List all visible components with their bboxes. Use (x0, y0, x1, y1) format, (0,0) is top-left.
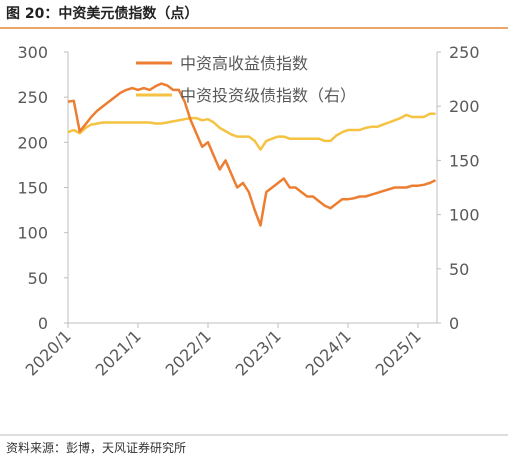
y-tick-label: 50 (28, 269, 48, 288)
series-line (67, 82, 437, 227)
x-tick-label: 2021/1 (92, 326, 145, 379)
y2-tick-label: 0 (449, 314, 459, 333)
y2-tick-label: 150 (449, 151, 480, 170)
y2-tick-label: 100 (449, 206, 480, 225)
y-tick-label: 200 (17, 133, 48, 152)
x-tick-label: 2020/1 (22, 326, 75, 379)
source: 资料来源：彭博，天风证券研究所 (6, 440, 186, 455)
y-tick-label: 150 (17, 179, 48, 198)
y-tick-label: 0 (38, 314, 48, 333)
y-tick-label: 100 (17, 224, 48, 243)
y-tick-label: 250 (17, 88, 48, 107)
x-tick-label: 2022/1 (162, 326, 215, 379)
x-tick-label: 2025/1 (372, 326, 425, 379)
legend-label: 中资投资级债指数（右） (180, 86, 356, 105)
legend-label: 中资高收益债指数 (180, 54, 308, 73)
y2-tick-label: 200 (449, 97, 480, 116)
chart-title: 图 20：中资美元债指数（点） (6, 5, 198, 22)
x-tick-label: 2024/1 (302, 326, 355, 379)
y-tick-label: 300 (17, 43, 48, 62)
series-line (67, 112, 436, 151)
x-tick-label: 2023/1 (232, 326, 285, 379)
y2-tick-label: 250 (449, 43, 480, 62)
y2-tick-label: 50 (449, 260, 469, 279)
